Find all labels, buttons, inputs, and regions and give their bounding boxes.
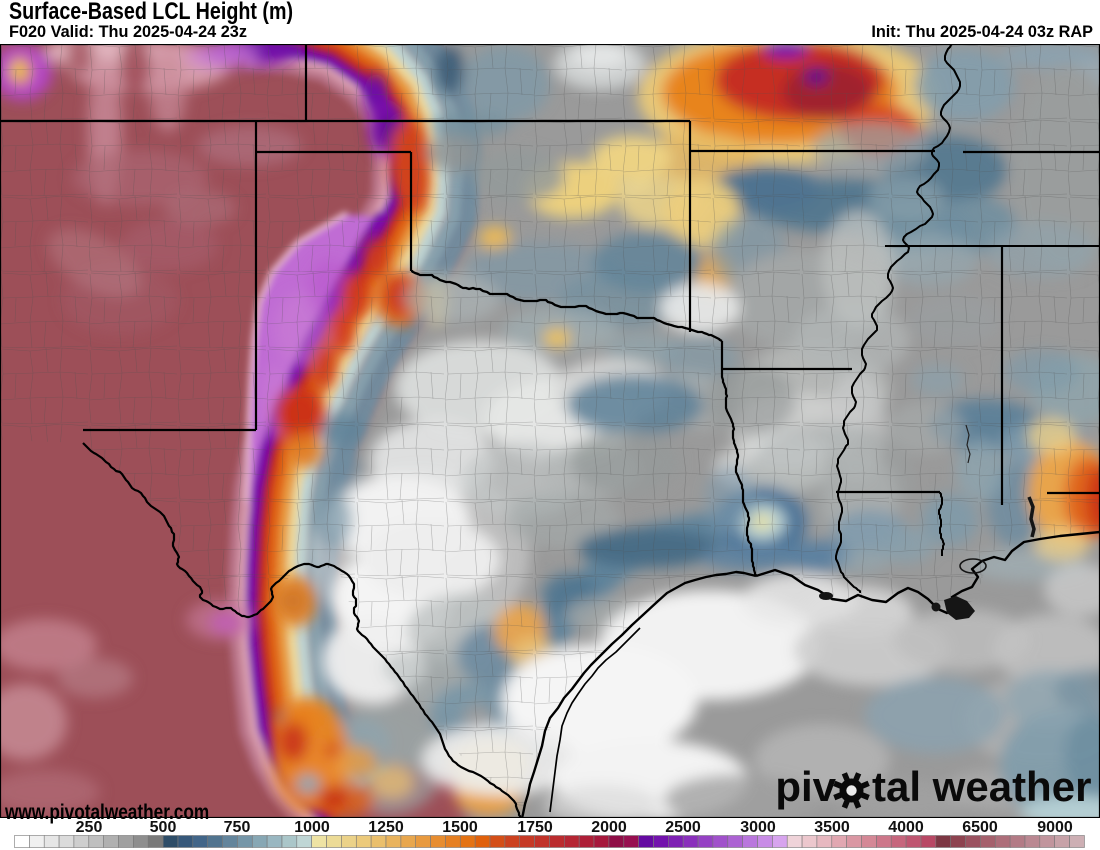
svg-text:tal weather: tal weather xyxy=(872,763,1091,810)
svg-text:piv: piv xyxy=(775,763,836,810)
